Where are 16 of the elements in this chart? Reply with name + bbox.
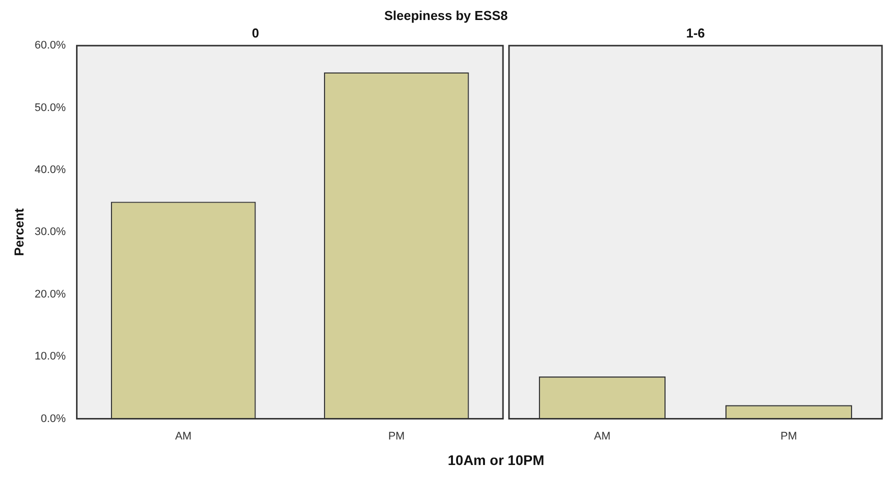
y-tick-label: 0.0% bbox=[40, 412, 66, 425]
y-tick-label: 20.0% bbox=[34, 288, 66, 300]
y-axis-title: Percent bbox=[11, 208, 26, 256]
y-tick-label: 60.0% bbox=[34, 40, 66, 52]
chart-subtitle: 0 bbox=[252, 25, 260, 40]
y-tick-label: 10.0% bbox=[34, 350, 66, 363]
x-tick-label: AM bbox=[594, 430, 610, 442]
chart-title: Sleepiness by ESS8 bbox=[383, 8, 509, 25]
y-tick-label: 40.0% bbox=[34, 164, 66, 176]
y-tick-label: 30.0% bbox=[34, 226, 66, 238]
x-tick-label: AM bbox=[175, 430, 192, 442]
chart-subtitle: 1-6 bbox=[686, 25, 705, 40]
x-tick-label: PM bbox=[388, 430, 405, 442]
x-axis-title: 10Am or 10PM bbox=[446, 452, 546, 468]
x-tick-label: PM bbox=[780, 430, 797, 442]
y-tick-label: 50.0% bbox=[34, 102, 66, 114]
